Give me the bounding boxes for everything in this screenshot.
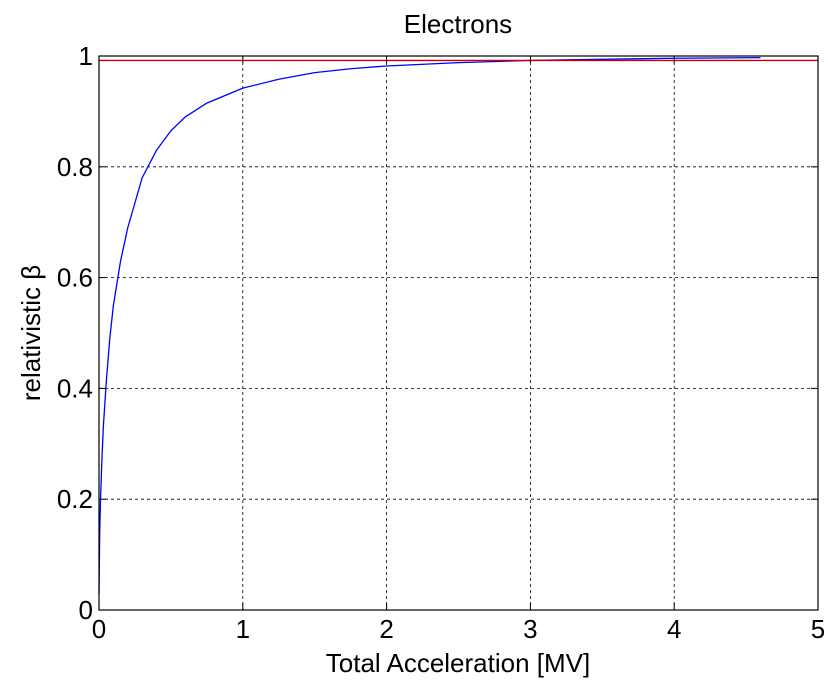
series-layer (98, 57, 818, 594)
y-tick-label: 1 (79, 41, 93, 71)
plot-frame (98, 55, 819, 611)
x-axis-label: Total Acceleration [MV] (326, 648, 590, 678)
x-tick-label: 3 (523, 614, 537, 644)
beta-curve-line (98, 57, 761, 594)
x-tick-label: 2 (379, 614, 393, 644)
y-tick-label: 0.8 (57, 152, 93, 182)
y-tick-labels: 0 0.2 0.4 0.6 0.8 1 (57, 41, 93, 625)
y-tick-label: 0.4 (57, 373, 93, 403)
tick-marks (98, 55, 819, 611)
x-tick-label: 1 (236, 614, 250, 644)
chart-title: Electrons (404, 9, 512, 39)
x-tick-label: 0 (92, 614, 106, 644)
plot-area (99, 56, 818, 610)
y-axis-label: relativistic β (16, 265, 46, 401)
x-tick-label: 5 (811, 614, 825, 644)
y-tick-label: 0.2 (57, 484, 93, 514)
y-tick-label: 0 (79, 595, 93, 625)
x-tick-labels: 0 1 2 3 4 5 (92, 614, 825, 644)
grid-lines (99, 56, 818, 610)
x-tick-label: 4 (667, 614, 681, 644)
y-tick-label: 0.6 (57, 263, 93, 293)
